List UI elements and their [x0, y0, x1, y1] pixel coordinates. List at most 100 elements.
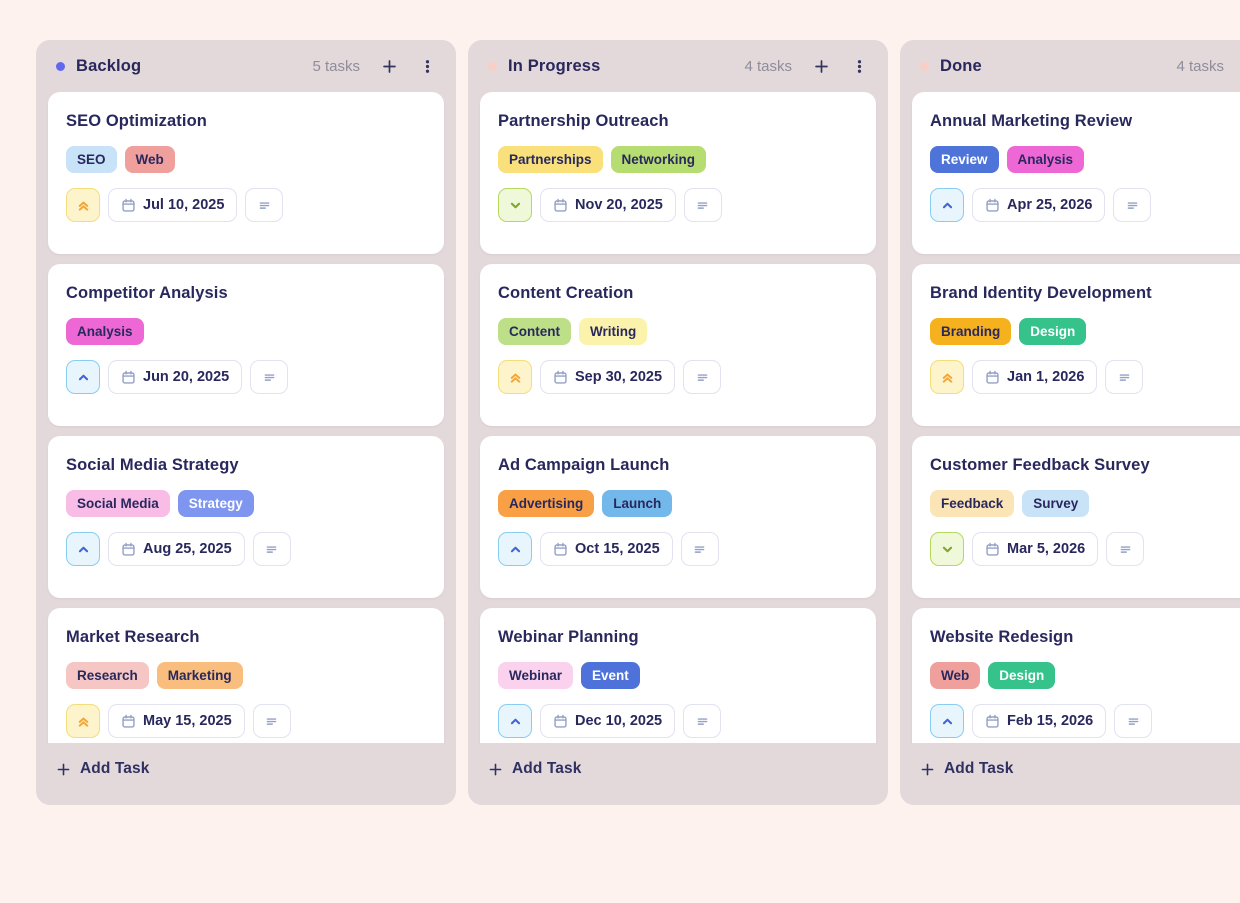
priority-low-button[interactable] [498, 188, 532, 222]
notes-icon [266, 717, 277, 725]
priority-highest-button[interactable] [66, 188, 100, 222]
card-tags: Branding Design [930, 318, 1240, 345]
chevrons-up-icon [510, 373, 520, 383]
task-card[interactable]: Customer Feedback Survey Feedback Survey… [912, 436, 1240, 598]
priority-high-button[interactable] [930, 188, 964, 222]
add-task-label: Add Task [80, 760, 150, 777]
notes-button[interactable] [680, 532, 719, 566]
priority-high-button[interactable] [66, 360, 100, 394]
tag: Analysis [1006, 146, 1085, 173]
tag: Research [66, 662, 149, 689]
notes-icon [1120, 545, 1131, 553]
card-title: Website Redesign [930, 628, 1074, 646]
task-card[interactable]: Webinar Planning Webinar Event Dec 10, 2… [480, 608, 876, 743]
due-date: Jun 20, 2025 [143, 369, 230, 385]
column-menu-button[interactable] [419, 58, 436, 75]
calendar-icon [554, 370, 567, 384]
due-date-chip[interactable]: Aug 25, 2025 [108, 532, 245, 566]
calendar-icon [986, 198, 999, 212]
priority-highest-button[interactable] [498, 360, 532, 394]
calendar-icon [122, 370, 135, 384]
priority-highest-button[interactable] [930, 360, 964, 394]
task-card[interactable]: Social Media Strategy Social Media Strat… [48, 436, 444, 598]
notes-button[interactable] [683, 360, 722, 394]
task-card[interactable]: Ad Campaign Launch Advertising Launch Oc… [480, 436, 876, 598]
notes-icon [697, 373, 707, 381]
card-tags: Webinar Event [498, 662, 858, 689]
task-card[interactable]: Competitor Analysis Analysis Jun 20, 202… [48, 264, 444, 426]
tag: Branding [930, 318, 1012, 345]
task-card[interactable]: Market Research Research Marketing May 1… [48, 608, 444, 743]
calendar-icon [986, 714, 999, 728]
tag: Writing [579, 318, 648, 345]
notes-button[interactable] [252, 532, 291, 566]
kanban-board: Backlog 5 tasks SEO Optimization SEO Web… [36, 40, 1240, 805]
priority-high-button[interactable] [930, 704, 964, 738]
plus-icon [489, 763, 502, 775]
column-title: Done [940, 56, 982, 75]
card-title: Brand Identity Development [930, 284, 1152, 302]
notes-button[interactable] [1113, 188, 1152, 222]
priority-highest-button[interactable] [66, 704, 100, 738]
card-title: Market Research [66, 628, 200, 646]
card-meta: Oct 15, 2025 [498, 532, 858, 566]
task-card[interactable]: Annual Marketing Review Review Analysis … [912, 92, 1240, 254]
chevron-up-icon [942, 718, 952, 724]
notes-button[interactable] [250, 360, 289, 394]
plus-icon [57, 763, 70, 775]
priority-high-button[interactable] [498, 704, 532, 738]
notes-icon [697, 717, 707, 725]
add-card-button[interactable] [813, 58, 830, 75]
chevron-up-icon [942, 202, 952, 208]
chevron-up-icon [78, 374, 88, 380]
due-date-chip[interactable]: Jan 1, 2026 [972, 360, 1098, 394]
chevron-up-icon [510, 718, 520, 724]
add-card-button[interactable] [381, 58, 398, 75]
due-date-chip[interactable]: Feb 15, 2026 [972, 704, 1107, 738]
notes-button[interactable] [245, 188, 284, 222]
task-card[interactable]: Website Redesign Web Design Feb 15, 2026 [912, 608, 1240, 743]
chevron-down-icon [942, 546, 952, 552]
card-meta: May 15, 2025 [66, 704, 426, 738]
calendar-icon [122, 198, 135, 212]
due-date: Dec 10, 2025 [575, 713, 663, 729]
task-card[interactable]: SEO Optimization SEO Web Jul 10, 2025 [48, 92, 444, 254]
notes-icon [1128, 717, 1139, 725]
due-date-chip[interactable]: Mar 5, 2026 [972, 532, 1099, 566]
task-card[interactable]: Partnership Outreach Partnerships Networ… [480, 92, 876, 254]
due-date-chip[interactable]: Apr 25, 2026 [972, 188, 1106, 222]
add-task-button[interactable]: Add Task [56, 760, 149, 778]
kebab-menu-icon [425, 59, 430, 73]
notes-button[interactable] [683, 704, 722, 738]
due-date-chip[interactable]: Nov 20, 2025 [540, 188, 676, 222]
due-date-chip[interactable]: Dec 10, 2025 [540, 704, 676, 738]
kanban-column: Done 4 tasks Annual Marketing Review Rev… [900, 40, 1240, 805]
notes-button[interactable] [683, 188, 722, 222]
add-task-button[interactable]: Add Task [920, 760, 1013, 778]
due-date-chip[interactable]: Jul 10, 2025 [108, 188, 238, 222]
due-date-chip[interactable]: Oct 15, 2025 [540, 532, 673, 566]
chevrons-up-icon [78, 717, 88, 727]
notes-button[interactable] [252, 704, 291, 738]
tag: SEO [66, 146, 117, 173]
priority-low-button[interactable] [930, 532, 964, 566]
tag: Review [930, 146, 999, 173]
notes-button[interactable] [1114, 704, 1153, 738]
notes-button[interactable] [1106, 532, 1145, 566]
task-card[interactable]: Content Creation Content Writing Sep 30,… [480, 264, 876, 426]
column-menu-button[interactable] [851, 58, 868, 75]
chevron-up-icon [78, 546, 88, 552]
due-date-chip[interactable]: Jun 20, 2025 [108, 360, 243, 394]
add-task-button[interactable]: Add Task [488, 760, 581, 778]
due-date-chip[interactable]: May 15, 2025 [108, 704, 245, 738]
priority-high-button[interactable] [66, 532, 100, 566]
column-title: In Progress [508, 56, 601, 75]
task-card[interactable]: Brand Identity Development Branding Desi… [912, 264, 1240, 426]
due-date-chip[interactable]: Sep 30, 2025 [540, 360, 676, 394]
tag: Social Media [66, 490, 170, 517]
priority-high-button[interactable] [498, 532, 532, 566]
due-date: Oct 15, 2025 [575, 541, 660, 557]
due-date: Sep 30, 2025 [575, 369, 663, 385]
tag: Web [930, 662, 981, 689]
notes-button[interactable] [1105, 360, 1144, 394]
